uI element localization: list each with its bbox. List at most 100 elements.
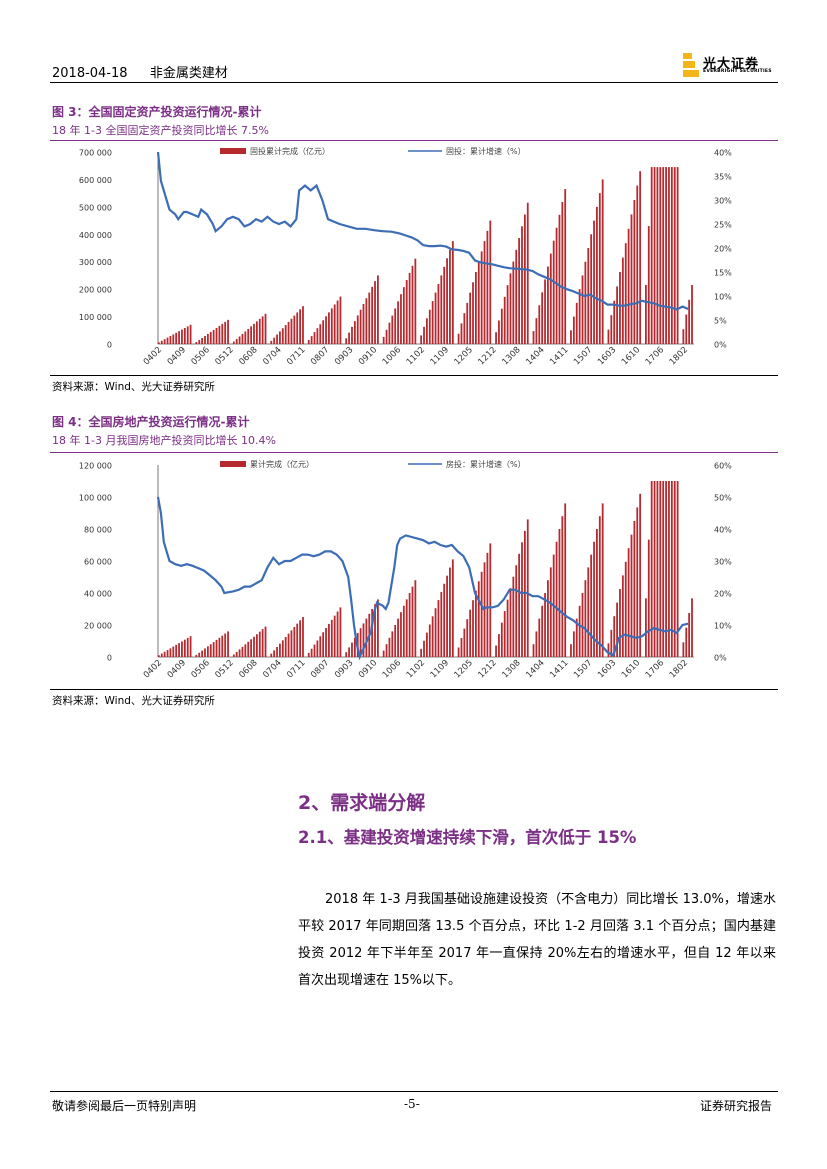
fig3-bar — [578, 289, 581, 344]
fig3-bar — [253, 323, 255, 344]
fig4-bar — [535, 631, 538, 657]
fig3-bar — [158, 342, 160, 344]
fig3-y-left-tick: 200 000 — [79, 286, 112, 295]
fig4-bar — [215, 639, 218, 657]
fig3-bar — [420, 335, 423, 344]
fig3-bar — [397, 301, 399, 344]
figure4-title: 图 4：全国房地产投资运行情况-累计 — [52, 415, 250, 429]
fig4-bar — [238, 649, 241, 657]
fig3-bar — [264, 313, 267, 344]
fig3-bar — [685, 314, 688, 344]
fig4-bar — [227, 631, 229, 657]
fig4-bar — [281, 640, 284, 657]
fig4-x-tick: 1706 — [644, 658, 666, 680]
fig3-bar — [206, 333, 209, 344]
fig3-bar — [368, 292, 371, 344]
fig3-bar — [544, 279, 546, 344]
fig4-bar — [547, 580, 549, 657]
fig4-bar — [676, 481, 679, 657]
fig4-bar — [198, 652, 201, 657]
fig4-bar — [353, 637, 356, 657]
fig3-bar — [630, 214, 633, 344]
fig3-bar — [351, 326, 353, 344]
fig4-bar — [206, 646, 209, 657]
fig4-bar — [650, 481, 653, 657]
fig3-bar — [204, 335, 206, 344]
fig4-bar — [307, 652, 310, 657]
fig4-bar — [489, 543, 492, 657]
fig3-bar — [443, 266, 446, 344]
header-date-section: 2018-04-18 非金属类建材 — [52, 62, 228, 81]
fig3-bar — [682, 329, 685, 344]
fig4-bar — [232, 654, 235, 657]
fig4-x-tick: 0506 — [190, 658, 212, 680]
fig4-bar — [466, 619, 469, 657]
fig4-bar — [619, 589, 621, 657]
fig3-bar — [558, 214, 561, 344]
fig3-bar — [561, 201, 564, 344]
fig4-bar — [250, 639, 253, 657]
fig3-bar — [428, 309, 431, 344]
fig3-bar — [227, 319, 229, 344]
fig3-bar — [653, 167, 656, 344]
fig4-bar — [570, 644, 572, 657]
fig4-bar — [449, 567, 451, 657]
fig4-bar — [512, 576, 515, 657]
fig3-bar — [270, 340, 273, 344]
figure4-bottom-rule — [50, 689, 778, 690]
fig4-bar — [665, 481, 667, 657]
fig3-bar — [645, 285, 647, 344]
body-paragraph: 2018 年 1-3 月我国基础设施建设投资（不含电力）同比增长 13.0%，增… — [298, 886, 776, 994]
fig4-bar — [261, 629, 264, 657]
fig4-bar — [426, 632, 428, 657]
fig3-bar — [232, 341, 235, 344]
fig4-bar — [656, 481, 659, 657]
fig4-bar — [610, 629, 613, 657]
fig4-bar — [258, 631, 261, 657]
fig3-bar — [172, 334, 175, 344]
fig3-bar — [385, 329, 388, 344]
fig3-bar — [549, 253, 552, 344]
fig4-bar — [581, 593, 584, 657]
fig3-bar — [621, 257, 624, 344]
fig4-bar — [607, 643, 610, 657]
fig3-bar — [281, 328, 284, 344]
fig4-bar — [212, 642, 215, 657]
fig3-growth-line — [156, 151, 689, 311]
fig3-bar — [310, 336, 313, 344]
fig3-bar — [639, 171, 642, 344]
fig3-bar — [371, 286, 374, 344]
fig4-bar — [189, 636, 192, 657]
fig4-bar — [325, 628, 327, 657]
fig3-bar — [650, 167, 653, 344]
fig3-y-left-tick: 300 000 — [79, 258, 112, 267]
fig3-x-tick: 0506 — [190, 345, 212, 367]
fig3-y-right-tick: 5% — [714, 317, 727, 326]
fig4-bar — [575, 618, 578, 657]
fig3-bar — [555, 227, 558, 344]
fig4-bar — [336, 611, 339, 657]
fig3-bar — [405, 280, 408, 344]
fig3-bar — [374, 281, 376, 344]
fig3-bar — [601, 179, 604, 344]
fig3-bar — [296, 312, 299, 344]
fig3-bar — [163, 339, 166, 344]
fig3-bar — [402, 287, 405, 344]
fig4-bar — [662, 481, 665, 657]
fig4-bar — [682, 642, 685, 657]
fig3-bar — [575, 302, 578, 344]
fig4-bar — [564, 503, 567, 657]
fig3-bar — [691, 285, 693, 344]
fig4-legend-line-label: 房投：累计增速（%） — [446, 459, 526, 469]
fig4-bar — [584, 580, 587, 657]
figure4-source: 资料来源：Wind、光大证券研究所 — [52, 695, 215, 707]
fig4-bar — [333, 615, 336, 657]
figure3-bottom-rule — [50, 375, 778, 376]
fig4-bar — [270, 653, 273, 657]
fig3-bar — [333, 304, 336, 344]
fig3-bar — [247, 328, 250, 344]
fig4-bar — [339, 607, 342, 657]
fig3-bar — [469, 292, 472, 344]
fig3-y-right-tick: 20% — [714, 245, 732, 254]
fig3-bar — [518, 238, 521, 344]
